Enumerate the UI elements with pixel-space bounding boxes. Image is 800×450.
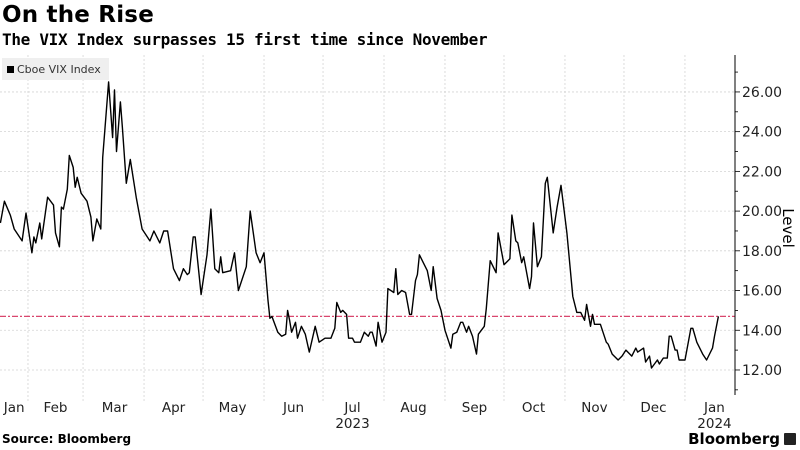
source-note: Source: Bloomberg	[2, 432, 132, 446]
x-tick-label: Sep	[462, 400, 487, 416]
y-tick-label: 18.00	[742, 244, 782, 260]
x-tick-label: Apr	[162, 400, 186, 416]
x-tick-label: Nov	[581, 400, 607, 416]
x-tick-label: May	[219, 400, 247, 416]
chart-title: On the Rise	[2, 2, 154, 28]
y-tick-label: 26.00	[742, 85, 782, 101]
y-tick-label: 22.00	[742, 164, 782, 180]
x-tick-label: Mar	[102, 400, 128, 416]
chart-subtitle: The VIX Index surpasses 15 first time si…	[2, 30, 488, 49]
legend-label: Cboe VIX Index	[17, 62, 101, 76]
x-tick-label: Jan	[3, 400, 25, 416]
y-tick-label: 20.00	[742, 204, 782, 220]
brand-name: Bloomberg	[688, 430, 780, 448]
y-axis-label: Level	[779, 208, 797, 248]
series-group	[0, 81, 720, 369]
bloomberg-chart-icon	[784, 433, 796, 445]
y-tick-label: 12.00	[742, 363, 782, 379]
y-tick-label: 16.00	[742, 284, 782, 300]
y-tick-label: 14.00	[742, 323, 782, 339]
x-tick-label: Oct	[522, 400, 545, 416]
x-tick-label: Jul	[343, 400, 360, 416]
legend: Cboe VIX Index	[2, 58, 109, 80]
legend-swatch	[7, 65, 14, 73]
x-year-label: 2024	[697, 416, 731, 432]
y-axis: 12.00 14.00 16.00 18.00 20.00 22.00 24.00 26.00	[734, 55, 782, 395]
x-axis: Jan Feb Mar Apr May Jun Jul Aug Sep Oct Nov Dec Jan2…	[3, 400, 732, 432]
x-tick-label: Dec	[640, 400, 666, 416]
x-tick-label: Feb	[44, 400, 68, 416]
x-tick-label: Jan	[703, 400, 725, 416]
y-tick-label: 24.00	[742, 125, 782, 141]
x-year-label: 2023	[335, 416, 369, 432]
x-tick-label: Jun	[282, 400, 304, 416]
bloomberg-logo: Bloomberg	[688, 430, 796, 448]
vix-series-line	[0, 81, 720, 369]
grid-lines	[0, 55, 735, 403]
x-tick-label: Aug	[400, 400, 426, 416]
